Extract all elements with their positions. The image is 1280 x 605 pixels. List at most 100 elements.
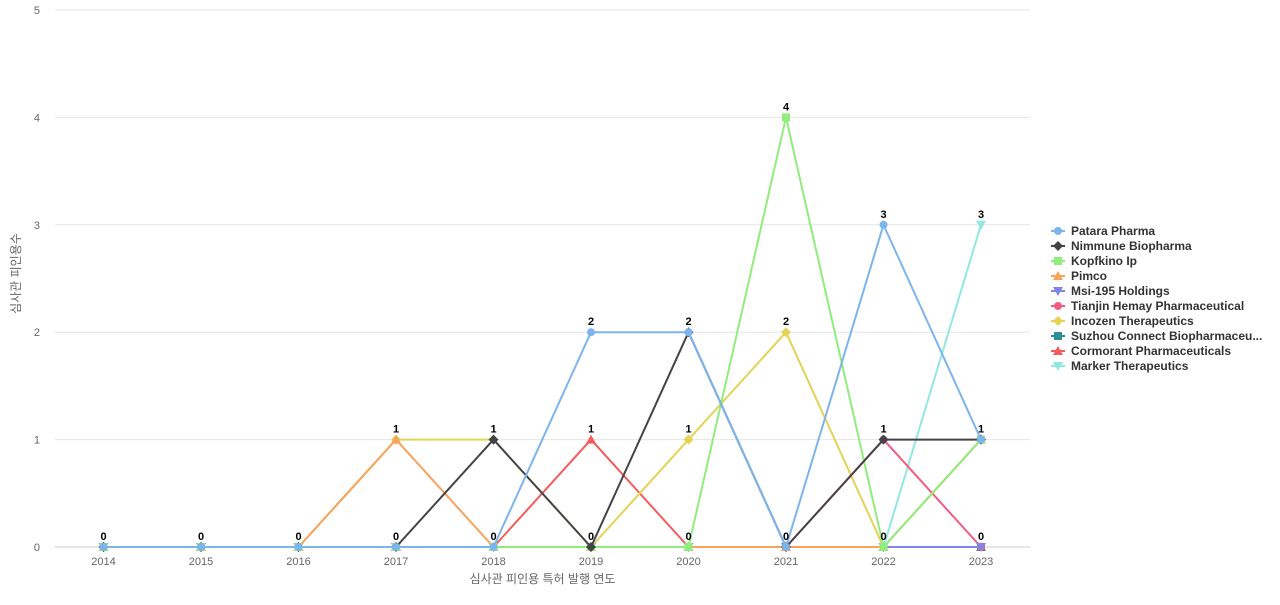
legend-label: Tianjin Hemay Pharmaceutical	[1071, 299, 1244, 313]
x-axis-title: 심사관 피인용 특허 발행 연도	[470, 571, 616, 586]
series-line[interactable]	[103, 223, 982, 548]
x-tick-label: 2022	[871, 556, 895, 568]
x-tick-label: 2014	[91, 556, 115, 568]
y-tick-label: 4	[34, 112, 40, 124]
x-tick-label: 2017	[384, 556, 408, 568]
data-label: 1	[588, 424, 594, 436]
data-point[interactable]	[684, 328, 693, 337]
data-label: 2	[588, 316, 594, 328]
data-label: 0	[295, 531, 301, 543]
legend-marker[interactable]	[1054, 257, 1062, 265]
legend-label: Pimco	[1071, 269, 1107, 283]
data-point[interactable]	[977, 435, 985, 444]
data-label: 2	[685, 316, 691, 328]
legend-item[interactable]: Patara Pharma	[1051, 224, 1155, 238]
data-point[interactable]	[878, 434, 889, 445]
data-label: 3	[978, 209, 984, 221]
legend-item[interactable]: Incozen Therapeutics	[1051, 314, 1194, 328]
legend-item[interactable]: Msi-195 Holdings	[1051, 284, 1170, 298]
data-point[interactable]	[782, 543, 790, 551]
data-point[interactable]	[586, 542, 596, 552]
series-line[interactable]	[103, 224, 982, 548]
y-axis-title: 심사관 피인용수	[9, 233, 23, 314]
legend-label: Nimmune Biopharma	[1071, 239, 1192, 253]
legend-marker[interactable]	[1053, 316, 1063, 326]
legend-item[interactable]: Suzhou Connect Biopharmaceu...	[1051, 329, 1262, 343]
legend-marker[interactable]	[1053, 287, 1063, 296]
data-labels: 0 0 0 0 1 0 1 0 1 2 0 1 2 0 2 4 0 1 3 0 1 3	[100, 101, 984, 543]
y-tick-label: 0	[34, 542, 40, 554]
x-axis-ticks: 2014 2015 2016 2017 2018 2019 2020 2021 2022 2023	[91, 556, 993, 568]
data-label: 0	[198, 531, 204, 543]
data-point[interactable]	[587, 328, 595, 337]
data-point[interactable]	[391, 434, 401, 444]
x-tick-label: 2019	[579, 556, 603, 568]
x-tick-label: 2020	[676, 556, 700, 568]
data-point[interactable]	[879, 543, 888, 551]
data-point[interactable]	[99, 543, 108, 551]
legend-item[interactable]: Kopfkino Ip	[1051, 254, 1137, 268]
legend-label: Kopfkino Ip	[1071, 254, 1137, 268]
data-point[interactable]	[683, 434, 694, 445]
data-point[interactable]	[782, 113, 790, 122]
x-tick-label: 2023	[969, 556, 993, 568]
y-tick-label: 1	[34, 435, 40, 447]
y-tick-label: 3	[34, 220, 40, 232]
y-tick-label: 2	[34, 327, 40, 339]
data-point[interactable]	[392, 543, 400, 551]
data-point[interactable]	[879, 220, 888, 229]
legend-label: Patara Pharma	[1071, 224, 1155, 238]
legend-item[interactable]: Marker Therapeutics	[1051, 359, 1189, 373]
legend-label: Incozen Therapeutics	[1071, 314, 1194, 328]
data-label: 4	[783, 101, 790, 113]
legend-item[interactable]: Nimmune Biopharma	[1051, 239, 1192, 253]
x-tick-label: 2021	[774, 556, 798, 568]
grid-lines	[55, 9, 1030, 548]
x-tick-label: 2018	[481, 556, 505, 568]
series-10	[98, 220, 986, 552]
data-point[interactable]	[684, 543, 693, 551]
legend-item[interactable]: Pimco	[1051, 269, 1107, 283]
legend-item[interactable]: Cormorant Pharmaceuticals	[1051, 344, 1231, 358]
legend-label: Cormorant Pharmaceuticals	[1071, 344, 1231, 358]
data-point[interactable]	[488, 434, 499, 445]
data-label: 1	[978, 424, 984, 436]
y-tick-label: 5	[34, 5, 40, 17]
legend-label: Suzhou Connect Biopharmaceu...	[1071, 329, 1262, 343]
data-point[interactable]	[781, 327, 791, 338]
legend-marker[interactable]	[1054, 227, 1062, 235]
data-point[interactable]	[197, 543, 205, 551]
legend-marker[interactable]	[1054, 302, 1062, 310]
legend-item[interactable]: Tianjin Hemay Pharmaceutical	[1051, 299, 1244, 313]
data-label: 0	[490, 531, 496, 543]
legend-marker[interactable]	[1053, 362, 1063, 371]
data-label: 0	[783, 531, 789, 543]
data-label: 0	[685, 531, 691, 543]
legend-marker[interactable]	[1053, 346, 1063, 355]
y-axis-ticks: 0 1 2 3 4 5	[34, 5, 40, 554]
data-label: 1	[880, 424, 886, 436]
data-point[interactable]	[976, 220, 986, 230]
legend-marker[interactable]	[1053, 241, 1063, 251]
data-label: 0	[588, 531, 594, 543]
data-point[interactable]	[294, 543, 303, 551]
data-point[interactable]	[586, 434, 596, 444]
data-label: 1	[685, 424, 691, 436]
x-tick-label: 2016	[286, 556, 310, 568]
data-label: 1	[393, 424, 399, 436]
data-label: 2	[783, 316, 789, 328]
legend-label: Marker Therapeutics	[1071, 359, 1189, 373]
legend-marker[interactable]	[1054, 332, 1062, 340]
data-point[interactable]	[489, 543, 498, 551]
data-label: 0	[880, 531, 886, 543]
series-1	[99, 220, 985, 551]
legend-marker[interactable]	[1053, 271, 1063, 280]
data-label: 0	[393, 531, 399, 543]
x-tick-label: 2015	[189, 556, 213, 568]
data-point[interactable]	[976, 543, 986, 552]
data-label: 1	[490, 424, 496, 436]
data-label: 0	[978, 531, 984, 543]
data-label: 3	[880, 209, 886, 221]
